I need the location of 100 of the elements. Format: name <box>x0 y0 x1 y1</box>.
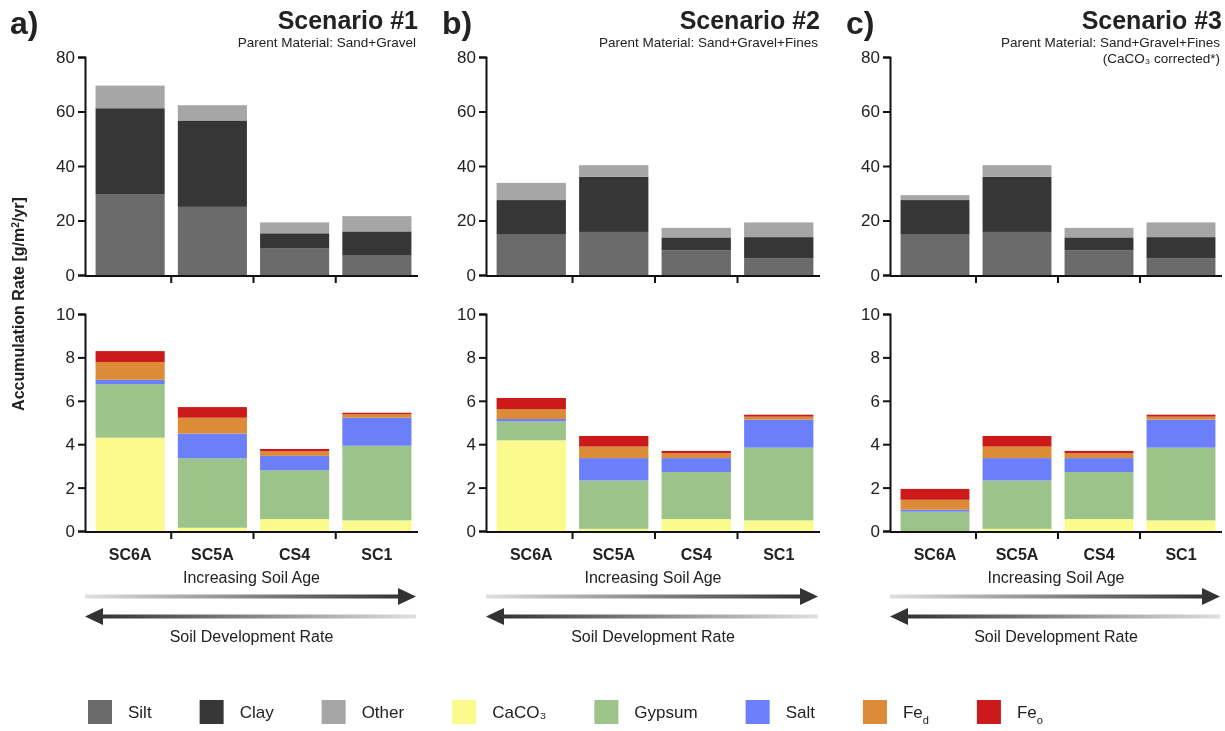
chart-title: Scenario #3 <box>1081 6 1222 34</box>
y-tick-label: 6 <box>466 391 476 411</box>
bar <box>579 458 649 481</box>
legend-label: Clay <box>239 703 275 722</box>
y-tick-label: 60 <box>457 102 476 122</box>
bar <box>342 445 412 521</box>
bar <box>496 182 566 201</box>
text: a) <box>10 5 39 41</box>
chart-subtitle: Parent Material: Sand+Gravel+Fines (CaCO₃ corrected*) <box>1000 35 1221 66</box>
bar <box>342 216 412 232</box>
bar <box>982 446 1052 459</box>
bar <box>900 195 970 201</box>
bar <box>900 488 970 500</box>
bar <box>496 409 566 420</box>
bar <box>496 200 566 235</box>
x-tick-label: CS4 <box>279 546 311 563</box>
chart-title: Scenario #2 <box>679 6 820 34</box>
bar <box>579 176 649 232</box>
y-tick-label: 0 <box>466 265 476 285</box>
bar <box>342 231 412 256</box>
bar <box>661 519 731 531</box>
bar <box>579 435 649 447</box>
bar <box>579 165 649 177</box>
y-tick-label: 8 <box>65 348 75 368</box>
bar <box>177 206 247 275</box>
x-tick-label: SC5A <box>592 546 636 563</box>
x-tick-label: SC6A <box>913 546 957 563</box>
bar <box>1064 458 1134 472</box>
y-tick-label: 20 <box>861 211 880 231</box>
y-tick-label: 20 <box>457 211 476 231</box>
bar <box>661 237 731 251</box>
bar <box>260 451 330 456</box>
x-tick-label: SC6A <box>108 546 152 563</box>
bar <box>661 453 731 459</box>
legend-label: Other <box>361 703 405 722</box>
bar <box>982 176 1052 232</box>
bar <box>1064 250 1134 275</box>
bar <box>900 234 970 275</box>
y-tick-label: 0 <box>870 265 880 285</box>
bar <box>1146 419 1216 448</box>
bar <box>177 433 247 459</box>
bar <box>496 421 566 441</box>
bar <box>496 440 566 531</box>
chart-title: Scenario #1 <box>277 6 419 34</box>
bar <box>661 250 731 275</box>
legend-label: Fe$_{d}$ <box>902 703 929 726</box>
chart-subtitle: Parent Material: Sand+Gravel <box>237 35 416 50</box>
bar <box>900 499 970 510</box>
y-tick-label: 0 <box>466 521 476 541</box>
text: Increasing Soil Age <box>584 569 722 586</box>
bar <box>744 222 814 238</box>
y-tick-label: 6 <box>65 391 75 411</box>
y-tick-label: 8 <box>466 348 476 368</box>
y-tick-label: 6 <box>870 391 880 411</box>
x-tick-label: CS4 <box>680 546 712 563</box>
bar <box>661 471 731 520</box>
y-tick-label: 80 <box>861 47 880 67</box>
bar <box>260 455 330 471</box>
legend-label: Silt <box>128 703 152 722</box>
chart-subtitle: Parent Material: Sand+Gravel+Fines <box>598 35 819 50</box>
bar <box>95 194 165 275</box>
y-tick-label: 60 <box>861 102 880 122</box>
bar <box>744 419 814 448</box>
bar <box>982 231 1052 275</box>
bar <box>579 231 649 275</box>
y-tick-label: 40 <box>457 156 476 176</box>
bar <box>95 108 165 195</box>
bar <box>1146 258 1216 275</box>
bar <box>1146 222 1216 238</box>
bar <box>177 527 247 531</box>
bar <box>900 511 970 531</box>
bar <box>1064 519 1134 531</box>
y-tick-label: 40 <box>861 156 880 176</box>
x-tick-label: SC5A <box>995 546 1039 563</box>
bar <box>342 520 412 531</box>
bar <box>342 255 412 275</box>
bar <box>95 437 165 531</box>
bar <box>579 480 649 529</box>
y-tick-label: 2 <box>870 478 880 498</box>
text: Increasing Soil Age <box>987 569 1125 586</box>
bar <box>1146 447 1216 521</box>
bar <box>661 227 731 238</box>
bar <box>900 200 970 235</box>
bar <box>177 120 247 207</box>
bar <box>260 470 330 520</box>
bar <box>1146 520 1216 531</box>
y-tick-label: 0 <box>870 521 880 541</box>
bar <box>95 85 165 109</box>
text: Soil Development Rate <box>974 628 1138 645</box>
x-tick-label: SC1 <box>763 546 795 563</box>
bar <box>982 458 1052 481</box>
bar <box>260 248 330 275</box>
x-tick-label: SC1 <box>361 546 393 563</box>
y-tick-label: 10 <box>861 304 880 324</box>
x-tick-label: SC6A <box>509 546 554 563</box>
y-tick-label: 10 <box>457 304 476 324</box>
y-tick-label: 4 <box>466 435 476 455</box>
bar <box>744 447 814 521</box>
bar <box>579 446 649 459</box>
x-tick-label: SC5A <box>191 546 235 563</box>
